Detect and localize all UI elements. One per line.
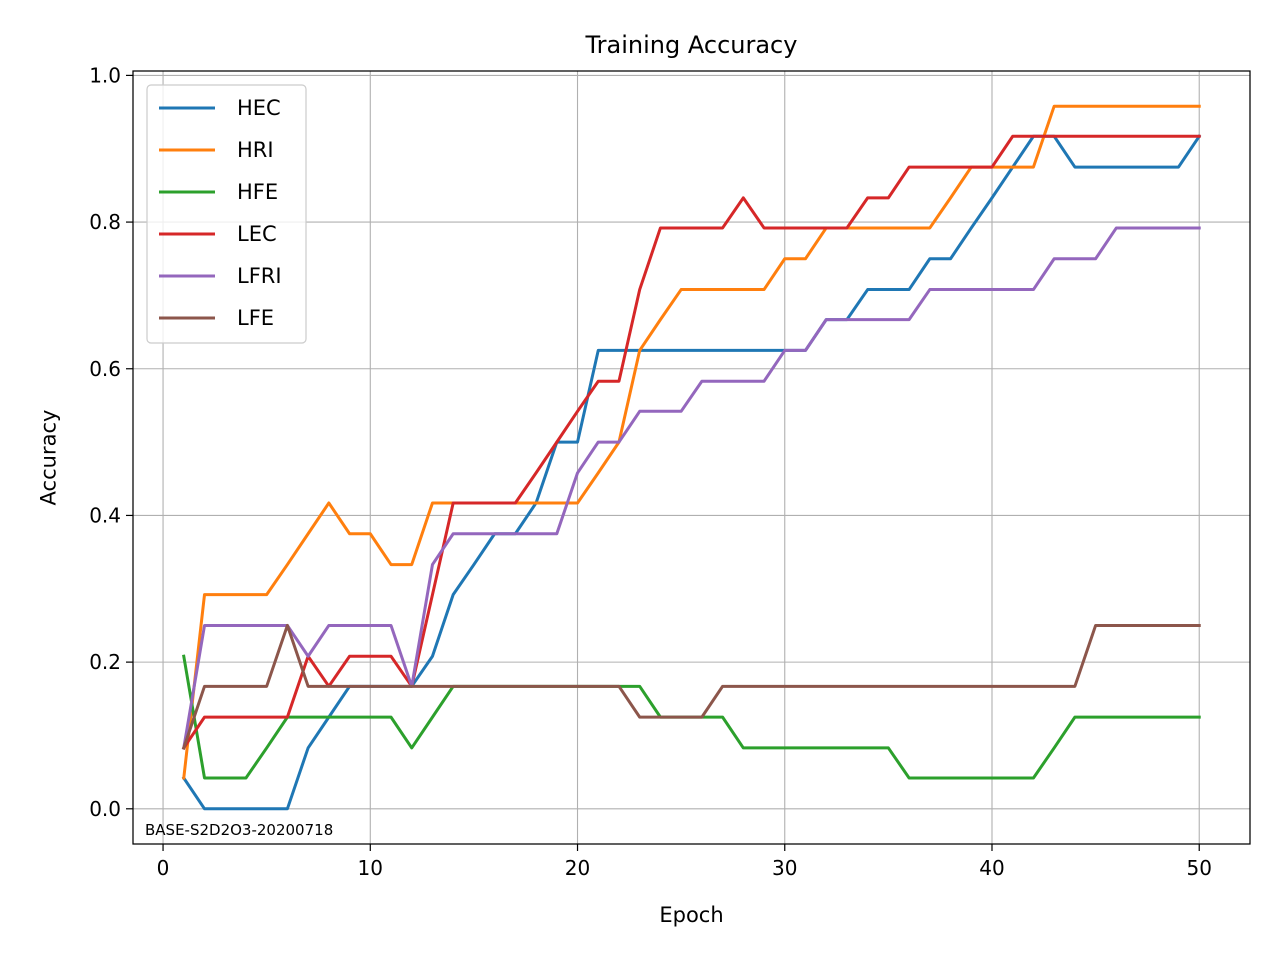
y-tick-label: 0.4: [89, 503, 121, 527]
plot-frame: [132, 70, 1251, 845]
y-tick-label: 0.6: [89, 357, 121, 381]
series-line-lfri: [182, 226, 1201, 750]
legend-label-hec: HEC: [237, 96, 281, 120]
chart-title: Training Accuracy: [585, 31, 798, 59]
x-tick-label: 30: [772, 856, 797, 880]
y-tick-label: 1.0: [89, 63, 121, 87]
legend-frame: [146, 84, 307, 344]
x-tick-label: 0: [157, 856, 170, 880]
series-line-lfe: [181, 623, 1201, 750]
run-id-annotation: BASE-S2D2O3-20200718: [145, 821, 333, 839]
x-tick-label: 40: [979, 856, 1004, 880]
y-tick-label: 0.0: [89, 797, 121, 821]
y-tick-label: 0.8: [89, 210, 121, 234]
legend-label-hfe: HFE: [237, 180, 278, 204]
x-tick-label: 50: [1187, 856, 1212, 880]
x-axis-label: Epoch: [659, 903, 723, 927]
axis-ticks: 0 10 20 30 40 50 0.0 0.2 0.4 0.6 0.8 1.0: [89, 63, 1212, 880]
legend-label-lfri: LFRI: [237, 264, 282, 288]
y-tick-label: 0.2: [89, 650, 121, 674]
legend-label-lfe: LFE: [237, 306, 274, 330]
x-tick-label: 10: [358, 856, 383, 880]
series-line-hri: [182, 104, 1201, 780]
y-axis-label: Accuracy: [36, 410, 60, 506]
x-tick-label: 20: [565, 856, 590, 880]
series-line-lec: [181, 134, 1201, 751]
legend-label-hri: HRI: [237, 138, 274, 162]
legend: HEC HRI HFE LEC LFRI LFE: [146, 84, 307, 344]
legend-label-lec: LEC: [237, 222, 277, 246]
series-lines: [181, 104, 1202, 811]
